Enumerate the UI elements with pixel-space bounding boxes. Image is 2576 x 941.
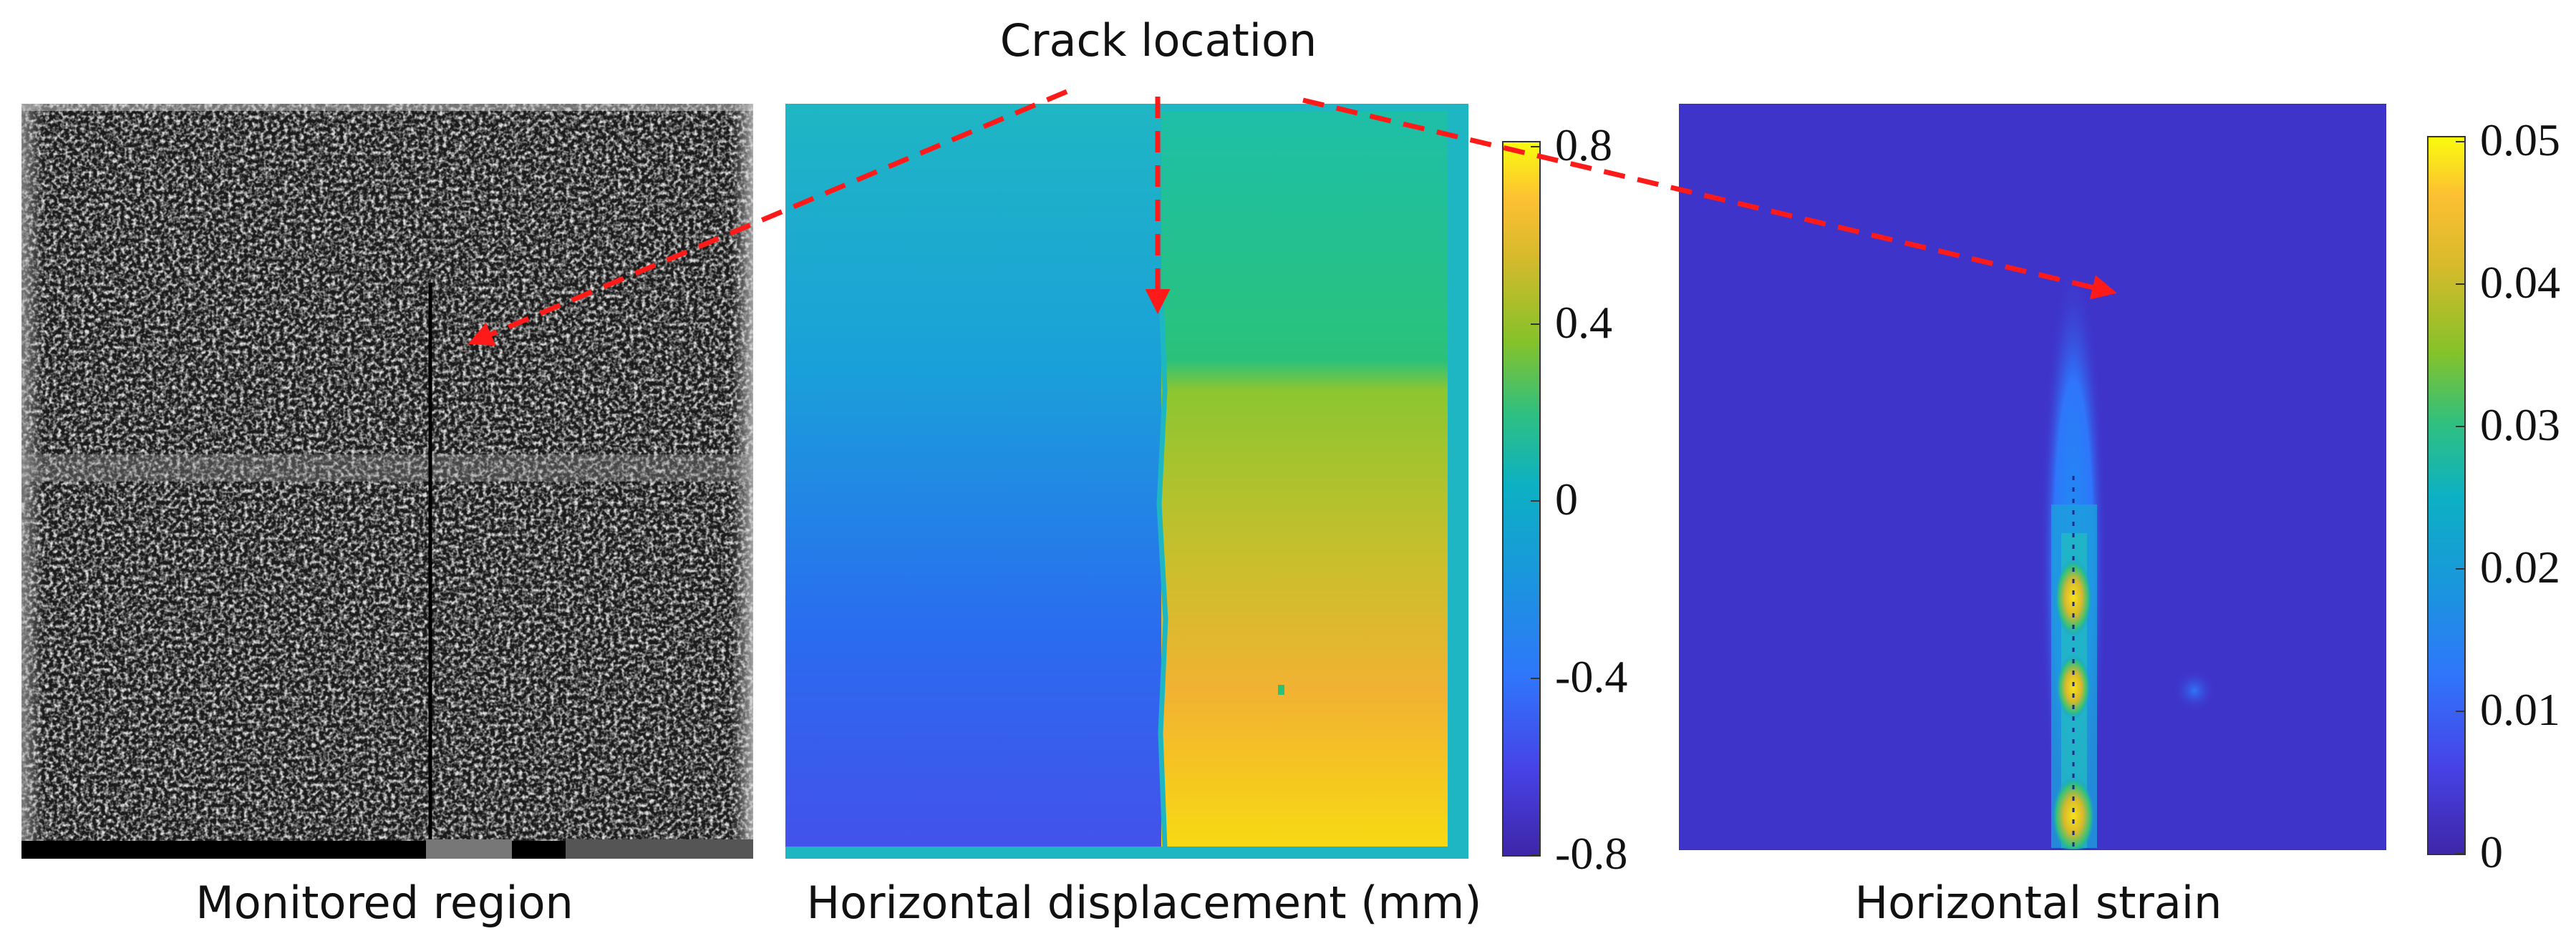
- strain-map: [1679, 104, 2386, 850]
- strain-field: [1679, 104, 2386, 850]
- colorbar-tick-label: 0: [1555, 474, 1578, 525]
- displacement-map: [785, 104, 1468, 859]
- arrow-to-photo: [468, 89, 1068, 346]
- strain-colorbar: [2427, 136, 2466, 855]
- displacement-field: [785, 104, 1468, 859]
- colorbar-tickmark: [2456, 853, 2466, 854]
- colorbar-tick-label: 0.8: [1555, 120, 1612, 170]
- caption-horizontal-displacement: Horizontal displacement (mm): [806, 877, 1482, 929]
- arrow-to-strain: [1302, 97, 2117, 300]
- colorbar-tickmark: [1531, 146, 1541, 147]
- colorbar-tick-label: 0.04: [2480, 257, 2560, 308]
- colorbar-tickmark: [2456, 568, 2466, 570]
- colorbar-tick-label: 0.4: [1555, 296, 1612, 348]
- colorbar-tick-label: 0.01: [2480, 684, 2560, 735]
- colorbar-tickmark: [1531, 500, 1541, 502]
- colorbar-tick-label: -0.8: [1555, 828, 1628, 879]
- monitored-region-image: [21, 104, 753, 859]
- colorbar-tickmark: [1531, 854, 1541, 856]
- colorbar-tick-label: 0.05: [2480, 114, 2560, 165]
- colorbar-tick-label: 0.03: [2480, 399, 2560, 450]
- colorbar-tickmark: [2456, 426, 2466, 427]
- colorbar-tickmark: [2456, 283, 2466, 285]
- colorbar-tickmark: [2456, 711, 2466, 712]
- colorbar-tickmark: [1531, 677, 1541, 679]
- colorbar-tick-label: 0: [2480, 827, 2503, 877]
- colorbar-tickmark: [2456, 141, 2466, 142]
- colorbar-tick-label: 0.02: [2480, 542, 2560, 593]
- colorbar-tick-label: -0.4: [1555, 650, 1628, 702]
- colorbar-tickmark: [1531, 323, 1541, 325]
- speckle-pattern: [21, 104, 753, 859]
- crack-location-label: Crack location: [999, 14, 1317, 67]
- caption-monitored-region: Monitored region: [195, 877, 573, 929]
- displacement-colorbar: [1502, 141, 1541, 857]
- caption-horizontal-strain: Horizontal strain: [1854, 877, 2222, 929]
